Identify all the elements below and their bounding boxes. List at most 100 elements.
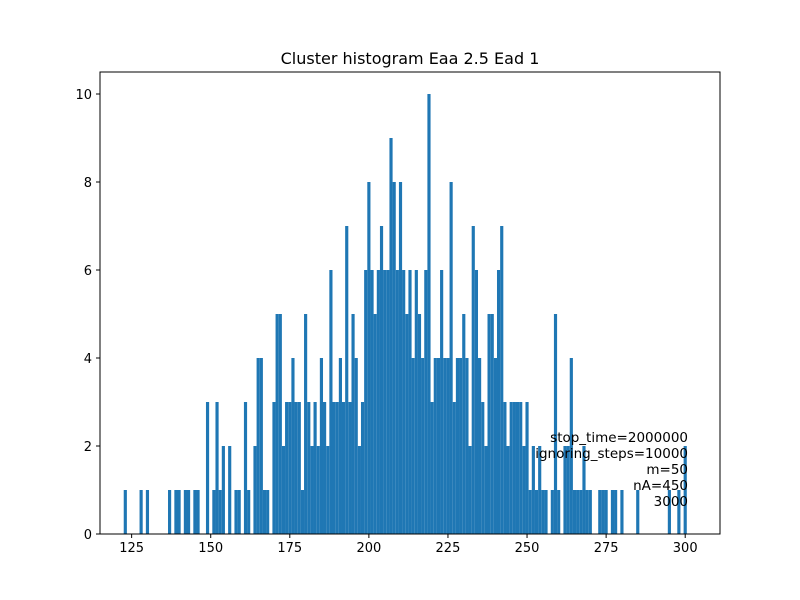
histogram-bar (417, 314, 422, 534)
histogram-bar (446, 358, 450, 534)
histogram-bar (186, 490, 191, 534)
histogram-bar (459, 358, 463, 534)
x-axis: 125 150 175 200 225 250 275 300 (119, 534, 698, 556)
histogram-bar (341, 402, 346, 534)
histogram-bar (221, 446, 225, 534)
histogram-bar (338, 358, 342, 534)
histogram-bar (367, 182, 371, 534)
histogram-bar (313, 402, 317, 534)
histogram-bar (307, 402, 311, 534)
histogram-bar (478, 358, 482, 534)
histogram-bar (168, 490, 172, 534)
annotation-line: 3000 (654, 494, 688, 510)
histogram-bar (183, 490, 187, 534)
histogram-bar (604, 490, 608, 534)
y-tick-label: 6 (84, 264, 92, 279)
histogram-bar (468, 446, 472, 534)
histogram-bar (541, 490, 545, 534)
histogram-bar (402, 270, 406, 534)
histogram-bar (373, 314, 377, 534)
histogram-bar (291, 358, 295, 534)
histogram-bar (196, 490, 200, 534)
y-tick-label: 8 (84, 176, 92, 191)
histogram-bar (620, 490, 624, 534)
histogram-bar (588, 490, 592, 534)
histogram-bar (563, 446, 567, 534)
histogram-bar (534, 490, 539, 534)
x-tick-label: 125 (119, 541, 144, 556)
x-tick-label: 275 (594, 541, 619, 556)
histogram-bar (515, 402, 520, 534)
histogram-bar (354, 358, 358, 534)
histogram-bar (326, 446, 330, 534)
histogram-bar (525, 402, 529, 534)
histogram-bar (487, 314, 491, 534)
histogram-bar (667, 490, 671, 534)
histogram-bar (474, 270, 479, 534)
histogram-bar (329, 270, 333, 534)
histogram-bar (335, 402, 339, 534)
histogram-bar (357, 446, 361, 534)
histogram-bar (582, 446, 586, 534)
x-tick-label: 225 (436, 541, 461, 556)
histogram-bar (465, 358, 469, 534)
histogram-bar (427, 94, 431, 534)
histogram-bar (243, 402, 248, 534)
histogram-bar (228, 446, 232, 534)
histogram-bar (522, 446, 526, 534)
histogram-bar (123, 490, 127, 534)
histogram-bar (205, 402, 210, 534)
histogram-bar (139, 490, 143, 534)
histogram-bar (484, 446, 488, 534)
histogram-bar (614, 490, 618, 534)
annotation-line: nA=450 (633, 478, 688, 494)
histogram-bar (443, 358, 447, 534)
histogram-bar (471, 226, 475, 534)
histogram-bar (386, 270, 390, 534)
histogram-bar (462, 314, 466, 534)
histogram-bar (253, 446, 257, 534)
histogram-bar (259, 358, 263, 534)
histogram-bar (310, 446, 314, 534)
annotation-line: ignoring_steps=10000 (535, 446, 688, 462)
histogram-bar (576, 490, 580, 534)
histogram-bar (351, 314, 355, 534)
histogram-bar (440, 270, 444, 534)
x-tick-label: 175 (277, 541, 302, 556)
histogram-bar (531, 446, 535, 534)
histogram-bar (376, 270, 380, 534)
histogram-bar (528, 490, 532, 534)
histogram-bar (544, 490, 548, 534)
histogram-bar (557, 490, 561, 534)
histogram-bar (519, 402, 523, 534)
histogram-bar (332, 402, 336, 534)
histogram-bar (234, 490, 238, 534)
histogram-bar (272, 402, 276, 534)
histogram-bar (550, 490, 554, 534)
chart-title: Cluster histogram Eaa 2.5 Ead 1 (281, 49, 540, 68)
histogram-bar (496, 270, 501, 534)
histogram-bar (512, 402, 516, 534)
histogram-bar (601, 490, 605, 534)
histogram-bar (323, 402, 327, 534)
histogram-bar (379, 226, 384, 534)
histogram-bar (212, 490, 216, 534)
histogram-bar (275, 314, 279, 534)
y-tick-label: 0 (84, 528, 92, 543)
histogram-bar (395, 270, 399, 534)
y-tick-label: 4 (84, 352, 92, 367)
y-tick-label: 2 (84, 440, 92, 455)
histogram-bar (553, 314, 558, 534)
y-axis: 0 2 4 6 8 10 (75, 88, 100, 543)
histogram-bar (364, 270, 368, 534)
histogram-bar (569, 358, 573, 534)
histogram-bar (319, 358, 324, 534)
histogram-bar (281, 446, 286, 534)
y-tick-label: 10 (75, 88, 92, 103)
annotation-block: stop_time=2000000ignoring_steps=10000m=5… (535, 430, 688, 510)
annotation-line: m=50 (646, 462, 688, 478)
histogram-bar (278, 314, 282, 534)
histogram-bar (247, 490, 251, 534)
histogram-bar (436, 358, 441, 534)
